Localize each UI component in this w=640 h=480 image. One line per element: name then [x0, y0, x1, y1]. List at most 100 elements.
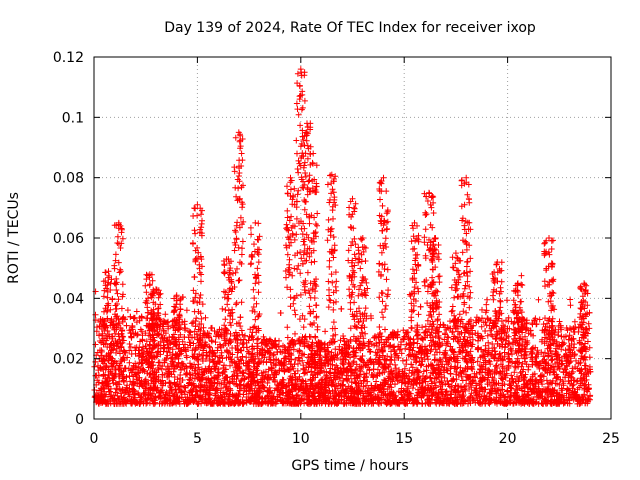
data-point [181, 365, 188, 372]
data-point [482, 328, 489, 334]
data-point [202, 314, 209, 321]
data-point [133, 308, 140, 315]
data-point [443, 342, 450, 349]
data-point [339, 360, 346, 367]
data-point [460, 308, 467, 315]
data-point [208, 338, 215, 345]
data-point [133, 319, 140, 326]
data-point [216, 341, 223, 348]
data-point [127, 344, 134, 350]
data-point [502, 329, 509, 336]
data-point [175, 359, 182, 366]
data-point [113, 349, 119, 356]
data-point [255, 335, 262, 342]
data-point [183, 307, 190, 314]
data-point [193, 315, 200, 322]
data-point [322, 328, 329, 335]
data-point [321, 340, 328, 347]
data-point [571, 318, 578, 325]
data-point [419, 335, 426, 342]
data-point [452, 287, 459, 294]
data-point [123, 322, 130, 329]
data-point [260, 388, 266, 395]
data-point [238, 377, 245, 384]
data-point [484, 296, 491, 303]
data-point [492, 363, 499, 370]
data-point [243, 344, 250, 351]
data-point [564, 363, 571, 370]
data-point [373, 378, 380, 385]
data-point [370, 366, 377, 373]
data-point [459, 377, 466, 384]
data-points [91, 66, 594, 407]
data-point [504, 297, 510, 304]
data-point [186, 328, 192, 335]
data-point [240, 336, 247, 343]
data-point [402, 345, 409, 352]
data-point [474, 358, 481, 365]
data-point [425, 356, 431, 363]
data-point [384, 353, 391, 360]
data-point [523, 320, 530, 327]
data-point [399, 357, 406, 364]
data-point [117, 390, 124, 397]
data-point [254, 336, 261, 343]
data-point [394, 377, 401, 384]
data-point [162, 311, 169, 318]
data-point [188, 320, 195, 327]
data-point [107, 306, 114, 313]
data-point [301, 370, 308, 377]
data-point [565, 346, 572, 353]
data-point [432, 375, 438, 382]
data-point [535, 296, 542, 303]
data-point [417, 303, 424, 310]
data-point [252, 316, 259, 323]
data-point [200, 347, 206, 354]
data-point [187, 329, 194, 336]
data-point [237, 314, 244, 321]
data-point [529, 354, 536, 361]
data-point [441, 374, 448, 381]
data-point [296, 373, 303, 380]
data-point [126, 359, 133, 366]
data-point [548, 357, 555, 364]
data-point [206, 344, 213, 351]
data-point [265, 388, 272, 395]
data-point [363, 370, 370, 377]
data-point [292, 356, 299, 363]
data-point [329, 388, 336, 395]
data-point [570, 368, 576, 375]
data-point [364, 378, 371, 385]
data-point [379, 369, 386, 376]
data-point [219, 305, 226, 312]
data-point [567, 296, 574, 303]
data-point [165, 325, 172, 332]
data-point [126, 341, 133, 347]
data-point [479, 306, 485, 313]
data-point [567, 302, 574, 309]
data-point [511, 369, 518, 376]
data-point [92, 311, 99, 318]
data-point [351, 375, 358, 382]
data-point [556, 318, 563, 325]
data-point [425, 326, 432, 333]
data-point [525, 366, 532, 373]
data-point [509, 351, 515, 358]
grid-lines [94, 57, 611, 419]
data-point [518, 272, 525, 279]
data-point [292, 311, 299, 318]
data-point [299, 377, 306, 384]
data-point [534, 347, 541, 354]
data-point [124, 307, 131, 314]
data-point [353, 323, 359, 330]
data-point [199, 301, 206, 308]
data-point [234, 354, 241, 361]
data-point [239, 331, 246, 338]
data-point [447, 370, 454, 377]
data-point [427, 375, 434, 381]
data-point [576, 384, 583, 391]
data-point [564, 386, 571, 393]
data-point [413, 328, 420, 335]
data-point [109, 363, 116, 370]
